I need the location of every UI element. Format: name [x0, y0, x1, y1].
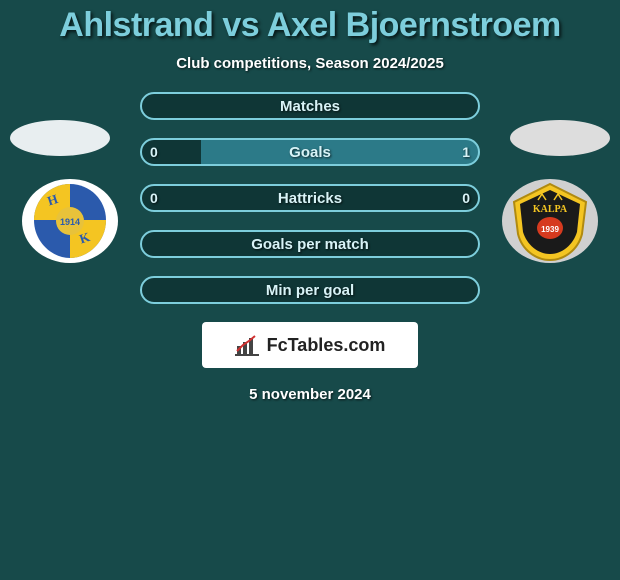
subtitle: Club competitions, Season 2024/2025 [0, 55, 620, 72]
stat-value-left: 0 [150, 184, 158, 212]
as-of-date: 5 november 2024 [0, 386, 620, 403]
svg-text:1914: 1914 [60, 217, 80, 227]
stat-label: Min per goal [140, 276, 480, 304]
svg-text:1939: 1939 [541, 225, 559, 234]
stat-row: Goals0 1 [140, 138, 480, 166]
stat-row: Min per goal [140, 276, 480, 304]
comparison-card: Ahlstrand vs Axel Bjoernstroem Club comp… [0, 0, 620, 580]
stat-label: Goals per match [140, 230, 480, 258]
stat-row: Matches [140, 92, 480, 120]
team-right-badge: KALPA 1939 [500, 178, 600, 264]
page-title: Ahlstrand vs Axel Bjoernstroem [0, 0, 620, 45]
brand-text: FcTables.com [267, 335, 386, 356]
stat-row: Goals per match [140, 230, 480, 258]
stats-rows: MatchesGoals01Hattricks00Goals per match… [140, 92, 480, 304]
stat-label: Matches [140, 92, 480, 120]
team-right-ellipse [510, 120, 610, 156]
stat-value-left: 0 [150, 138, 158, 166]
stat-row: Hattricks0 0 [140, 184, 480, 212]
svg-text:KALPA: KALPA [533, 204, 568, 215]
team-left-badge: 1914 H K [20, 178, 120, 264]
stat-label: Goals [140, 138, 480, 166]
stat-label: Hattricks [140, 184, 480, 212]
brand-logo: FcTables.com [202, 322, 418, 368]
stat-value-right: 1 [462, 138, 470, 166]
stat-value-right: 0 [462, 184, 470, 212]
team-left-ellipse [10, 120, 110, 156]
brand-chart-icon [235, 334, 261, 356]
